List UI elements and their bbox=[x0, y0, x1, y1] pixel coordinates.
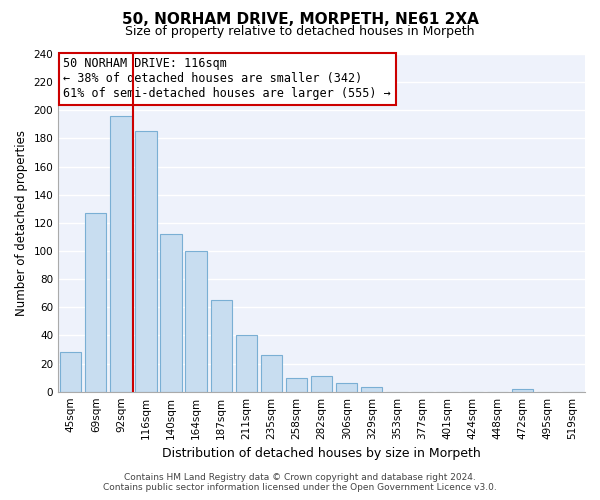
Y-axis label: Number of detached properties: Number of detached properties bbox=[15, 130, 28, 316]
Bar bbox=[60, 352, 82, 392]
Bar bbox=[211, 300, 232, 392]
Bar bbox=[110, 116, 131, 392]
Text: 50, NORHAM DRIVE, MORPETH, NE61 2XA: 50, NORHAM DRIVE, MORPETH, NE61 2XA bbox=[122, 12, 478, 28]
Bar bbox=[136, 132, 157, 392]
Bar bbox=[85, 213, 106, 392]
Bar bbox=[286, 378, 307, 392]
Text: Contains HM Land Registry data © Crown copyright and database right 2024.
Contai: Contains HM Land Registry data © Crown c… bbox=[103, 473, 497, 492]
Bar bbox=[361, 388, 382, 392]
Text: 50 NORHAM DRIVE: 116sqm
← 38% of detached houses are smaller (342)
61% of semi-d: 50 NORHAM DRIVE: 116sqm ← 38% of detache… bbox=[64, 58, 391, 100]
Text: Size of property relative to detached houses in Morpeth: Size of property relative to detached ho… bbox=[125, 25, 475, 38]
Bar bbox=[512, 389, 533, 392]
Bar bbox=[336, 383, 358, 392]
X-axis label: Distribution of detached houses by size in Morpeth: Distribution of detached houses by size … bbox=[162, 447, 481, 460]
Bar bbox=[236, 336, 257, 392]
Bar bbox=[311, 376, 332, 392]
Bar bbox=[185, 251, 207, 392]
Bar bbox=[261, 355, 282, 392]
Bar bbox=[160, 234, 182, 392]
